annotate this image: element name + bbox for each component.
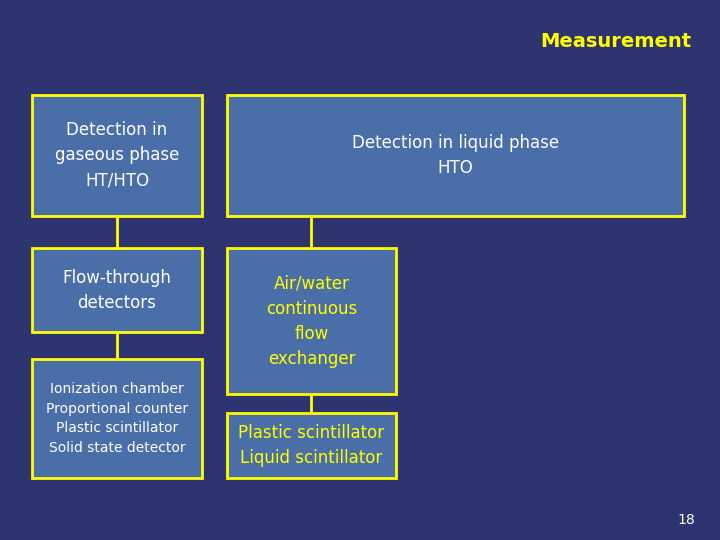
- FancyBboxPatch shape: [32, 248, 202, 332]
- Text: Plastic scintillator
Liquid scintillator: Plastic scintillator Liquid scintillator: [238, 424, 384, 467]
- Text: 18: 18: [677, 512, 695, 526]
- FancyBboxPatch shape: [32, 94, 202, 216]
- Text: Detection in liquid phase
HTO: Detection in liquid phase HTO: [352, 134, 559, 177]
- FancyBboxPatch shape: [227, 413, 396, 478]
- Text: Air/water
continuous
flow
exchanger: Air/water continuous flow exchanger: [266, 275, 357, 368]
- FancyBboxPatch shape: [32, 359, 202, 478]
- Text: Measurement: Measurement: [540, 32, 691, 51]
- FancyBboxPatch shape: [227, 248, 396, 394]
- FancyBboxPatch shape: [227, 94, 684, 216]
- Text: Detection in
gaseous phase
HT/HTO: Detection in gaseous phase HT/HTO: [55, 122, 179, 189]
- Text: Flow-through
detectors: Flow-through detectors: [63, 269, 171, 312]
- Text: Ionization chamber
Proportional counter
Plastic scintillator
Solid state detecto: Ionization chamber Proportional counter …: [46, 382, 188, 455]
